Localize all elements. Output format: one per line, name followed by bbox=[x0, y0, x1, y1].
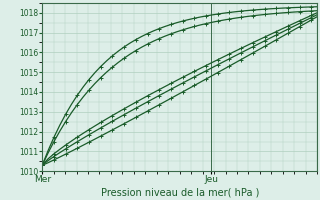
X-axis label: Pression niveau de la mer( hPa ): Pression niveau de la mer( hPa ) bbox=[100, 187, 259, 197]
